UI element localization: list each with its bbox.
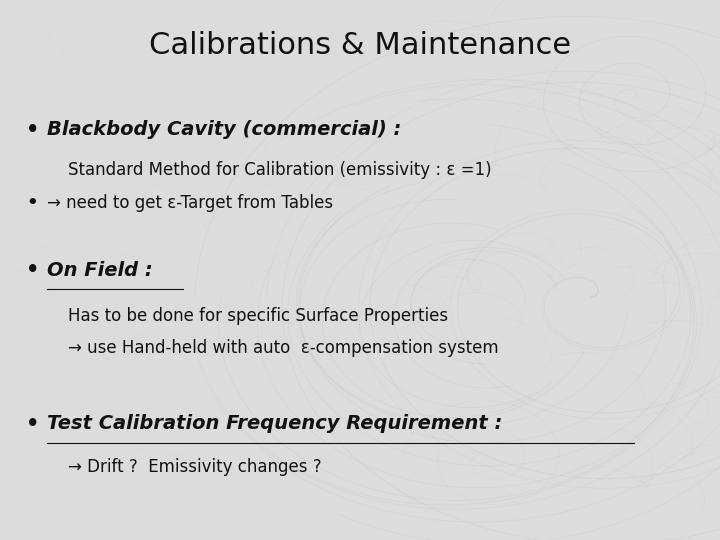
Text: Has to be done for specific Surface Properties: Has to be done for specific Surface Prop… [68, 307, 449, 325]
Text: On Field :: On Field : [47, 260, 153, 280]
Text: •: • [27, 193, 38, 212]
Text: Blackbody Cavity (commercial) :: Blackbody Cavity (commercial) : [47, 120, 401, 139]
Text: •: • [26, 414, 39, 434]
Text: •: • [26, 119, 39, 140]
Text: → Drift ?  Emissivity changes ?: → Drift ? Emissivity changes ? [68, 458, 322, 476]
Text: Test Calibration Frequency Requirement :: Test Calibration Frequency Requirement : [47, 414, 502, 434]
Text: → use Hand-held with auto  ε-compensation system: → use Hand-held with auto ε-compensation… [68, 339, 499, 357]
Text: → need to get ε-Target from Tables: → need to get ε-Target from Tables [47, 193, 333, 212]
Text: Calibrations & Maintenance: Calibrations & Maintenance [149, 31, 571, 60]
Text: Standard Method for Calibration (emissivity : ε =1): Standard Method for Calibration (emissiv… [68, 161, 492, 179]
Text: •: • [26, 260, 39, 280]
